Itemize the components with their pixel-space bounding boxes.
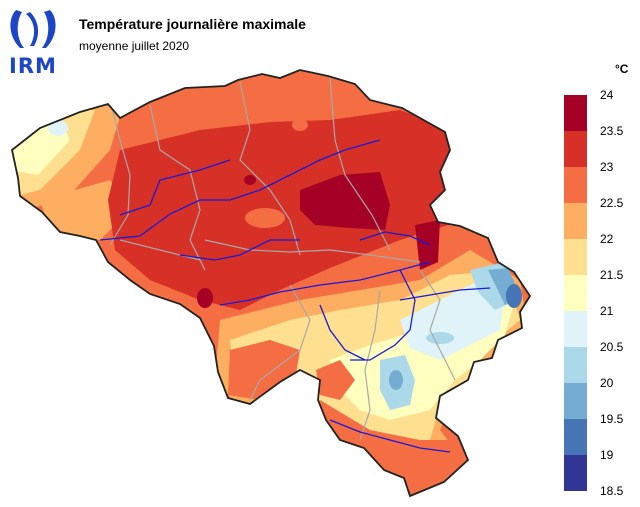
legend-swatch <box>564 203 587 239</box>
legend-swatch <box>564 383 587 419</box>
legend-swatch <box>564 167 587 203</box>
temperature-map <box>11 69 531 497</box>
legend-swatch <box>564 131 587 167</box>
map-title: Température journalière maximale <box>79 16 306 32</box>
legend-tick-label: 19.5 <box>600 412 624 426</box>
legend-tick-label: 21.5 <box>600 268 624 282</box>
legend-tick-label: 20.5 <box>600 340 624 354</box>
legend-tick-label: 24 <box>600 88 614 102</box>
legend-tick-label: 22.5 <box>600 196 624 210</box>
irm-logo-mark <box>10 10 56 48</box>
irm-logo: IRM <box>6 8 60 78</box>
legend-tick-label: 23.5 <box>600 124 624 138</box>
legend-unit: °C <box>615 62 629 76</box>
legend-tick-label: 21 <box>600 304 614 318</box>
legend-tick-label: 20 <box>600 376 614 390</box>
legend-swatch <box>564 239 587 275</box>
legend-swatch <box>564 95 587 131</box>
legend-swatch <box>564 275 587 311</box>
legend-tick-label: 18.5 <box>600 484 624 498</box>
logo-text: IRM <box>9 54 57 78</box>
legend-swatch <box>564 311 587 347</box>
legend-swatch <box>564 455 587 491</box>
legend-tick-label: 23 <box>600 160 614 174</box>
map-subtitle: moyenne juillet 2020 <box>79 39 190 53</box>
legend-tick-label: 19 <box>600 448 614 462</box>
legend-swatch <box>564 347 587 383</box>
legend-tick-label: 22 <box>600 232 614 246</box>
legend-swatch <box>564 419 587 455</box>
